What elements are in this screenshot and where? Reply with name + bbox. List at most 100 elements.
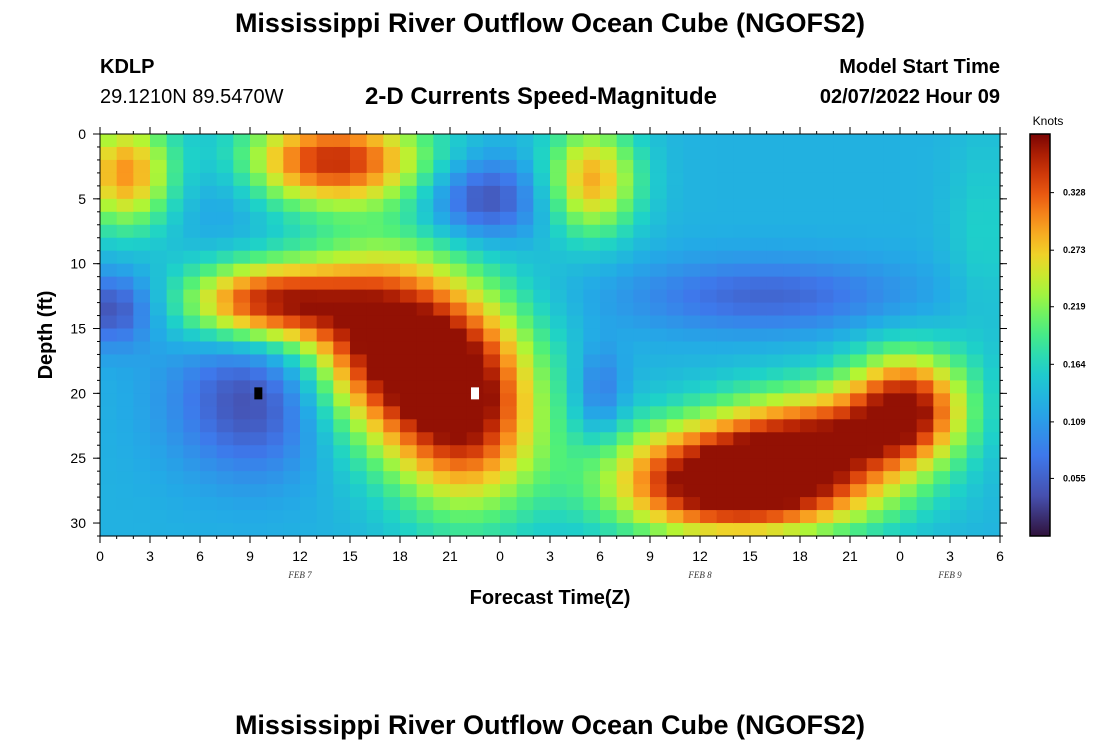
heatmap-cell [783, 263, 801, 278]
heatmap-cell [316, 250, 334, 265]
heatmap-cell [800, 432, 818, 446]
heatmap-cell [983, 341, 1001, 356]
heatmap-cell [600, 471, 618, 485]
heatmap-cell [166, 237, 184, 252]
x-tick-label: 9 [646, 548, 654, 564]
heatmap-cell [666, 484, 684, 498]
heatmap-cell [583, 250, 601, 265]
heatmap-cell [233, 484, 251, 498]
heatmap-cell [866, 380, 884, 394]
heatmap-cell [633, 393, 651, 407]
heatmap-cell [550, 510, 568, 524]
heatmap-cell [116, 354, 134, 369]
heatmap-cell [150, 523, 168, 537]
heatmap-cell [516, 471, 534, 485]
heatmap-cell [933, 289, 951, 304]
heatmap-cell [483, 250, 501, 265]
heatmap-cell [283, 523, 301, 537]
heatmap-cell [850, 289, 868, 304]
heatmap-cell [616, 497, 634, 511]
heatmap-cell [133, 315, 151, 330]
heatmap-cell [333, 263, 351, 278]
heatmap-cell [683, 134, 701, 148]
heatmap-cell [800, 159, 818, 174]
heatmap-cell [383, 471, 401, 485]
heatmap-cell [233, 198, 251, 213]
heatmap-cell [500, 406, 518, 420]
heatmap-cell [116, 380, 134, 394]
heatmap-cell [566, 341, 584, 356]
heatmap-cell [850, 134, 868, 148]
heatmap-cell [550, 406, 568, 420]
heatmap-cell [933, 367, 951, 381]
heatmap-cell [333, 484, 351, 498]
heatmap-cell [850, 432, 868, 446]
heatmap-cell [350, 406, 368, 420]
heatmap-cell [533, 134, 551, 148]
heatmap-cell [633, 471, 651, 485]
heatmap-cell [100, 393, 118, 407]
heatmap-cell [466, 523, 484, 537]
heatmap-cell [450, 237, 468, 252]
heatmap-cell [700, 432, 718, 446]
heatmap-cell [933, 471, 951, 485]
heatmap-cell [233, 393, 251, 407]
heatmap-cell [100, 445, 118, 459]
heatmap-cell [616, 263, 634, 278]
heatmap-cell [216, 134, 234, 148]
heatmap-cell [316, 419, 334, 433]
heatmap-cell [833, 159, 851, 174]
heatmap-cell [166, 134, 184, 148]
x-tick-label: 0 [96, 548, 104, 564]
heatmap-cell [583, 224, 601, 239]
heatmap-cell [516, 458, 534, 472]
heatmap-cell [766, 302, 784, 317]
heatmap-cell [233, 497, 251, 511]
heatmap-cell [483, 523, 501, 537]
heatmap-cell [600, 445, 618, 459]
heatmap-cell [800, 289, 818, 304]
heatmap-cell [666, 302, 684, 317]
heatmap-cell [466, 354, 484, 369]
heatmap-cell [200, 134, 218, 148]
heatmap-cell [800, 134, 818, 148]
heatmap-cell [450, 159, 468, 174]
heatmap-cell [400, 510, 418, 524]
heatmap-cell [333, 172, 351, 187]
heatmap-cell [366, 146, 384, 161]
heatmap-cell [150, 367, 168, 381]
heatmap-cell [366, 367, 384, 381]
heatmap-cell [200, 211, 218, 226]
heatmap-cell [166, 341, 184, 356]
heatmap-cell [883, 237, 901, 252]
heatmap-cell [700, 510, 718, 524]
heatmap-cell [800, 471, 818, 485]
heatmap-cell [183, 250, 201, 265]
heatmap-cell [350, 367, 368, 381]
heatmap-cell [783, 328, 801, 343]
heatmap-cell [266, 393, 284, 407]
heatmap-cell [250, 406, 268, 420]
heatmap-cell [900, 380, 918, 394]
heatmap-cell [950, 367, 968, 381]
heatmap-cell [633, 198, 651, 213]
heatmap-cell [516, 328, 534, 343]
heatmap-cell [583, 523, 601, 537]
heatmap-cell [733, 276, 751, 291]
heatmap-cell [233, 406, 251, 420]
heatmap-cell [683, 328, 701, 343]
heatmap-cell [566, 172, 584, 187]
heatmap-cell [366, 328, 384, 343]
heatmap-cell [600, 237, 618, 252]
heatmap-cell [500, 224, 518, 239]
heatmap-cell [400, 250, 418, 265]
heatmap-cell [183, 146, 201, 161]
heatmap-cell [200, 172, 218, 187]
heatmap-cell [766, 393, 784, 407]
heatmap-cell [566, 354, 584, 369]
heatmap-cell [716, 523, 734, 537]
heatmap-cell [783, 458, 801, 472]
heatmap-cell [300, 211, 318, 226]
heatmap-cell [483, 315, 501, 330]
